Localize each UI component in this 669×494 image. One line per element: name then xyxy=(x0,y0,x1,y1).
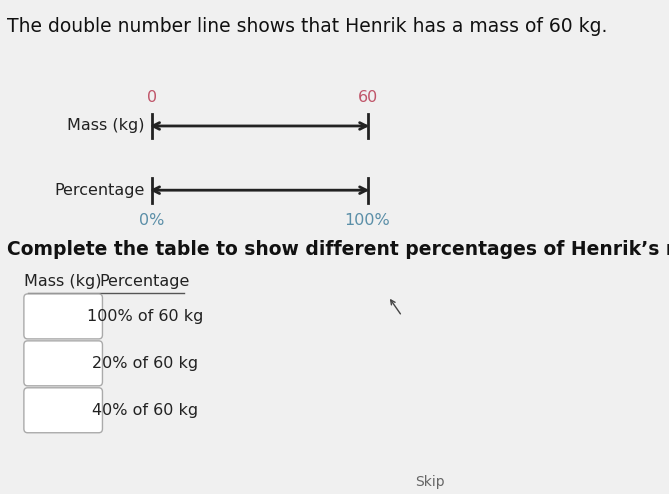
FancyBboxPatch shape xyxy=(24,388,102,433)
Text: 20% of 60 kg: 20% of 60 kg xyxy=(92,356,198,371)
Text: The double number line shows that Henrik has a mass of 60 kg.: The double number line shows that Henrik… xyxy=(7,17,607,36)
Text: 100%: 100% xyxy=(345,213,391,228)
Text: Percentage: Percentage xyxy=(100,274,190,289)
Text: 40% of 60 kg: 40% of 60 kg xyxy=(92,403,198,418)
Text: Mass (kg): Mass (kg) xyxy=(25,274,102,289)
Text: Percentage: Percentage xyxy=(54,183,145,198)
Text: Skip: Skip xyxy=(415,475,444,489)
Text: 0%: 0% xyxy=(139,213,165,228)
Text: 0: 0 xyxy=(147,90,157,105)
Text: 100% of 60 kg: 100% of 60 kg xyxy=(86,309,203,324)
Text: 60: 60 xyxy=(357,90,378,105)
FancyBboxPatch shape xyxy=(24,294,102,339)
FancyBboxPatch shape xyxy=(24,341,102,386)
Text: Complete the table to show different percentages of Henrik’s mass.: Complete the table to show different per… xyxy=(7,240,669,258)
Text: Mass (kg): Mass (kg) xyxy=(67,119,145,133)
